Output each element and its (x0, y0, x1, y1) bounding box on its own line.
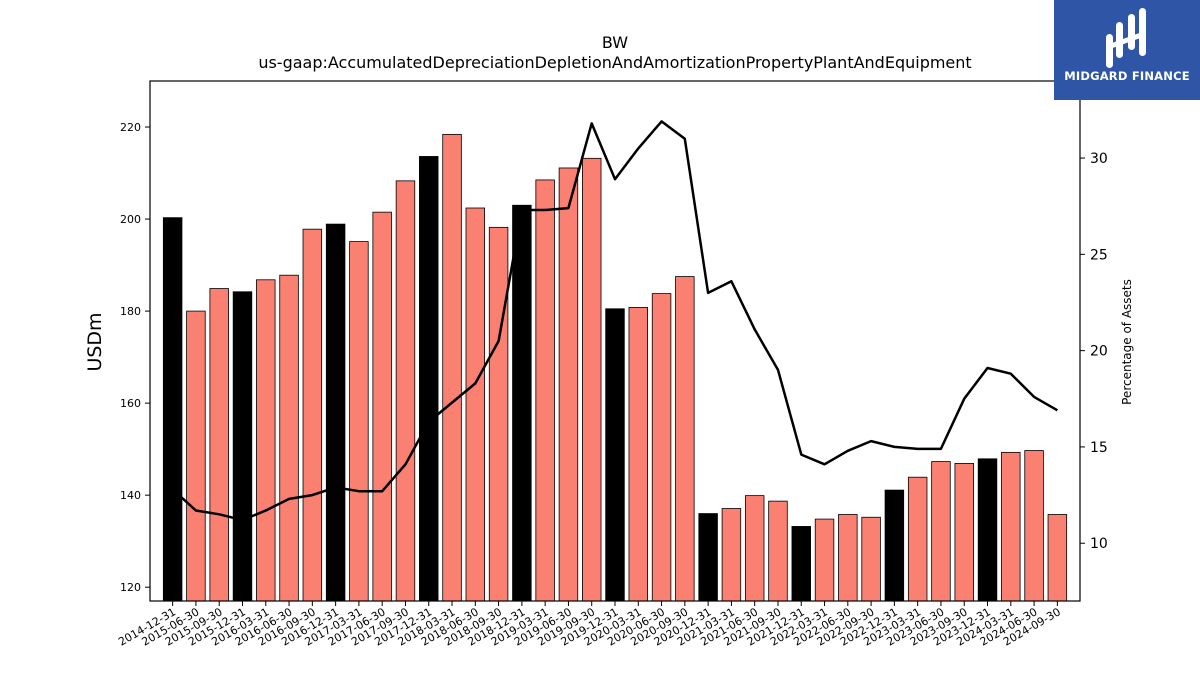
bar-2023-12-31 (977, 458, 998, 602)
bar-2017-06-30 (372, 211, 392, 602)
chart-subtitle: us-gaap:AccumulatedDepreciationDepletion… (258, 53, 971, 72)
bar-2018-12-31 (512, 204, 532, 602)
y-tick-label: 120 (120, 581, 141, 594)
bar-2019-03-31 (535, 179, 555, 602)
y-right-tick-label: 10 (1090, 536, 1108, 552)
y-right-tick-label: 15 (1090, 440, 1108, 456)
bar-2023-03-31 (907, 476, 928, 602)
y-tick-label: 140 (120, 489, 141, 502)
bar-2021-06-30 (744, 495, 765, 602)
y-right-tick-label: 20 (1090, 344, 1108, 360)
bar-2016-06-30 (279, 274, 299, 602)
percentage-line-series (171, 120, 1059, 522)
bar-2022-09-30 (861, 516, 881, 602)
bar-2018-06-30 (465, 207, 486, 602)
bar-2021-03-31 (721, 508, 742, 602)
bar-2015-09-30 (209, 288, 229, 602)
bar-2019-12-31 (605, 308, 625, 602)
y-right-tick-label: 30 (1090, 151, 1108, 167)
y-tick-label: 220 (120, 121, 141, 134)
y-axis-label: USDm (84, 312, 106, 371)
bar-2024-03-31 (1001, 451, 1021, 602)
bar-2023-06-30 (931, 461, 951, 602)
bar-2024-06-30 (1024, 450, 1044, 602)
bar-2017-12-31 (419, 156, 439, 602)
y-right-tick-label: 25 (1090, 247, 1108, 263)
bar-2016-03-31 (256, 279, 276, 602)
y-tick-label: 200 (120, 213, 141, 226)
midgard-finance-logo: MIDGARD FINANCE (1054, 0, 1200, 100)
bar-2017-09-30 (395, 180, 416, 602)
bar-2017-03-31 (349, 241, 369, 602)
bar-2020-03-31 (628, 307, 648, 602)
bar-2015-12-31 (232, 291, 253, 602)
bar-2016-09-30 (302, 228, 323, 602)
percentage-line (171, 120, 1059, 522)
bar-2023-09-30 (954, 463, 974, 602)
bar-2018-03-31 (442, 133, 462, 602)
bar-2020-12-31 (698, 513, 718, 602)
bar-series (162, 133, 1068, 602)
bar-2019-06-30 (558, 167, 579, 602)
bar-2018-09-30 (488, 226, 509, 602)
bar-2021-09-30 (768, 500, 788, 602)
midgard-logo-icon (1106, 8, 1146, 68)
y-tick-label: 160 (120, 397, 141, 410)
bar-2019-09-30 (582, 157, 602, 602)
axes: 12014016018020022010152025302014-12-3120… (116, 80, 1108, 649)
bar-2022-12-31 (884, 489, 905, 602)
bar-2014-12-31 (162, 217, 183, 602)
y-axis-right-label: Percentage of Assets (1120, 279, 1134, 405)
bar-2021-12-31 (791, 526, 811, 602)
bar-2020-06-30 (651, 293, 672, 602)
chart-title: BW (602, 33, 628, 52)
bar-2016-12-31 (325, 223, 346, 602)
bar-2024-09-30 (1047, 514, 1068, 602)
bar-2015-06-30 (186, 310, 206, 602)
bar-2022-06-30 (838, 514, 858, 602)
y-tick-label: 180 (120, 305, 141, 318)
bar-2022-03-31 (814, 518, 835, 602)
brand-name: MIDGARD FINANCE (1064, 69, 1190, 83)
bar-2020-09-30 (675, 276, 695, 602)
